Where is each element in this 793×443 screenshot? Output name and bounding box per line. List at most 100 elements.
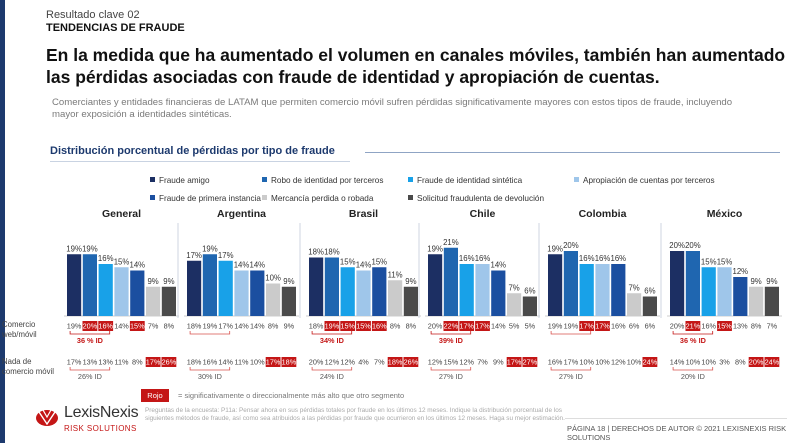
nada-id-total: 26% ID xyxy=(78,372,102,381)
movil-value: 15% xyxy=(717,322,732,331)
red-legend-swatch: Rojo xyxy=(141,389,169,402)
bar-value-label: 15% xyxy=(114,257,130,266)
movil-id-total: 39% ID xyxy=(439,336,463,345)
movil-value: 17% xyxy=(595,322,610,331)
movil-value: 7% xyxy=(148,322,159,331)
bar xyxy=(443,247,458,316)
nada-value: 27% xyxy=(523,358,538,367)
bar-value-label: 11% xyxy=(388,270,403,279)
kicker: Resultado clave 02 xyxy=(46,9,140,21)
id-bracket xyxy=(69,331,111,335)
row-label-line: Nada de xyxy=(2,357,31,366)
highlight-cell xyxy=(356,321,371,331)
highlight-cell xyxy=(475,321,490,331)
bar-value-label: 19% xyxy=(82,244,98,253)
highlight-cell xyxy=(129,321,145,331)
nada-value: 10% xyxy=(627,358,642,367)
bar-value-label: 6% xyxy=(644,287,655,296)
bar-value-label: 19% xyxy=(427,244,443,253)
movil-value: 19% xyxy=(67,322,82,331)
group-title: México xyxy=(707,208,743,220)
nada-value: 17% xyxy=(146,358,161,367)
highlight-cell xyxy=(685,321,701,331)
bar-value-label: 15% xyxy=(717,257,733,266)
bar-value-label: 16% xyxy=(475,254,491,263)
bar xyxy=(627,293,642,316)
bar xyxy=(685,251,700,316)
bar-value-label: 16% xyxy=(459,254,475,263)
highlight-cell xyxy=(579,321,595,331)
nada-value: 10% xyxy=(701,358,716,367)
nada-value: 18% xyxy=(282,358,297,367)
movil-value: 19% xyxy=(325,322,340,331)
bar-value-label: 14% xyxy=(356,261,372,270)
movil-value: 14% xyxy=(491,322,506,331)
footer-rule xyxy=(565,418,787,419)
bar-value-label: 18% xyxy=(324,248,340,257)
nada-value: 12% xyxy=(428,358,443,367)
lexisnexis-logo-icon xyxy=(36,409,58,426)
bar-value-label: 19% xyxy=(66,244,82,253)
highlight-cell xyxy=(371,321,387,331)
nada-value: 17% xyxy=(507,358,522,367)
bar-value-label: 15% xyxy=(701,257,717,266)
movil-value: 8% xyxy=(268,322,279,331)
section-title: TENDENCIAS DE FRAUDE xyxy=(46,22,185,34)
bar xyxy=(98,264,113,316)
bar-value-label: 6% xyxy=(524,287,535,296)
title-underline xyxy=(50,161,350,162)
bar xyxy=(309,257,324,316)
group-title: Brasil xyxy=(349,208,378,220)
logo-name: LexisNexis xyxy=(64,404,139,421)
movil-value: 20% xyxy=(428,322,443,331)
bar-value-label: 16% xyxy=(579,254,595,263)
id-bracket xyxy=(311,331,353,335)
movil-value: 15% xyxy=(340,322,355,331)
highlight-cell xyxy=(459,321,475,331)
page-subtitle: Comerciantes y entidades financieras de … xyxy=(52,97,733,120)
bar xyxy=(234,270,249,316)
bar-value-label: 15% xyxy=(340,257,356,266)
highlight-cell xyxy=(764,357,780,367)
bar xyxy=(764,286,779,316)
bar xyxy=(579,264,594,316)
row-label-line: web/móvil xyxy=(1,330,37,339)
nada-value: 10% xyxy=(250,358,265,367)
nada-value: 20% xyxy=(309,358,324,367)
movil-value: 14% xyxy=(250,322,265,331)
bar-value-label: 12% xyxy=(732,267,748,276)
legend-swatch xyxy=(574,177,579,182)
legend-label: Apropiación de cuentas por terceros xyxy=(583,176,715,185)
group-title: Chile xyxy=(470,208,496,220)
bar xyxy=(475,264,490,316)
highlight-cell xyxy=(748,357,764,367)
bar-value-label: 16% xyxy=(610,254,626,263)
bar-value-label: 16% xyxy=(595,254,611,263)
legend-swatch xyxy=(150,177,155,182)
legend-label: Solicitud fraudulenta de devolución xyxy=(417,194,544,203)
bar-value-label: 19% xyxy=(547,244,563,253)
id-bracket xyxy=(189,367,231,371)
bar-value-label: 17% xyxy=(186,251,202,260)
movil-value: 18% xyxy=(309,322,324,331)
bar-value-label: 9% xyxy=(766,277,777,286)
movil-value: 8% xyxy=(390,322,401,331)
movil-value: 20% xyxy=(83,322,98,331)
movil-id-total: 36 % ID xyxy=(680,336,706,345)
bar-value-label: 16% xyxy=(98,254,114,263)
nada-value: 14% xyxy=(670,358,685,367)
id-bracket xyxy=(311,367,353,371)
movil-value: 14% xyxy=(114,322,129,331)
bar-value-label: 20% xyxy=(563,241,579,250)
nada-value: 18% xyxy=(388,358,403,367)
bar xyxy=(388,280,403,316)
highlight-cell xyxy=(506,357,522,367)
bar-value-label: 14% xyxy=(249,261,265,270)
bar xyxy=(266,283,281,316)
bar xyxy=(459,264,474,316)
movil-value: 8% xyxy=(406,322,417,331)
highlight-cell xyxy=(717,321,732,331)
movil-id-total: 36 % ID xyxy=(77,336,103,345)
bar xyxy=(356,270,371,316)
